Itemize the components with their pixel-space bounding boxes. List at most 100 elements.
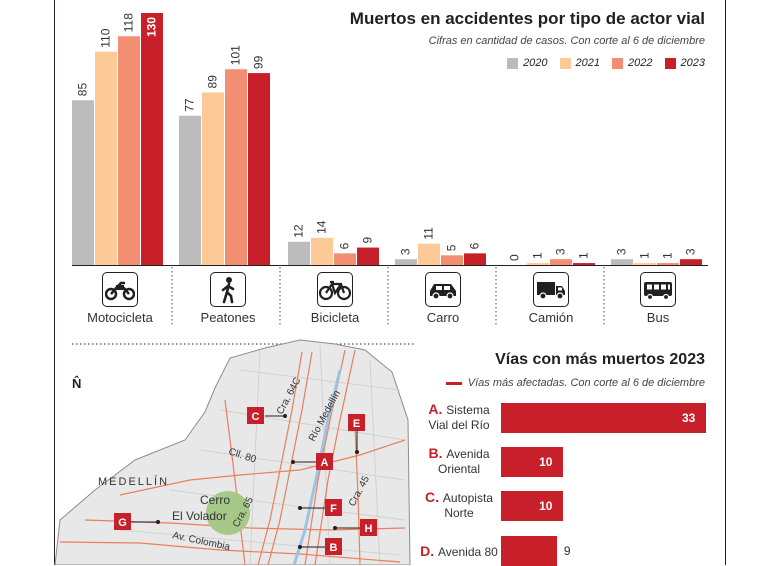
bar-bus-2023 [680, 259, 702, 265]
bar-value-label: 9 [361, 237, 375, 244]
bar-value-label: 1 [577, 252, 591, 259]
bar-value-label: 1 [638, 252, 652, 259]
chart-title: Muertos en accidentes por tipo de actor … [349, 9, 705, 28]
bar-value-label: 89 [206, 75, 220, 89]
road-value-label: 10 [539, 455, 553, 469]
road-bar [501, 491, 564, 521]
road-bar [501, 447, 564, 477]
legend-item-2023: 2023 [664, 57, 705, 69]
car-icon [425, 272, 461, 307]
map-landmark-label-1: Cerro [200, 493, 230, 507]
legend-item-2022: 2022 [612, 57, 653, 69]
road-value-label: 9 [563, 544, 571, 558]
bar-value-label: 0 [508, 254, 522, 261]
bar-peatones-2023 [248, 73, 270, 265]
svg-text:E: E [353, 418, 360, 430]
road-label: C. Autopista Norte [420, 490, 498, 521]
bar-value-label: 3 [684, 248, 698, 255]
bar-value-label: 14 [315, 220, 329, 234]
legend-swatch [559, 57, 571, 69]
road-value-label: 10 [539, 499, 553, 513]
bar-bicicleta-2021 [311, 237, 333, 265]
medellin-map: N̂ MEDELLÍN Cerro El Volador Cra. 64C Rí… [54, 339, 414, 565]
map-marker-h [360, 519, 377, 536]
legend-item-2020: 2020 [507, 57, 548, 69]
svg-text:B: B [330, 542, 338, 554]
road-label: D. Avenida 80 [420, 544, 498, 560]
bar-bicicleta-2020 [288, 241, 310, 265]
bicycle-icon [317, 272, 353, 307]
legend-swatch [507, 57, 519, 69]
bar-value-label: 77 [183, 98, 197, 112]
bar-peatones-2022 [225, 69, 247, 265]
svg-text:C: C [252, 411, 260, 423]
red-line-legend-icon [445, 381, 462, 385]
bar-value-label: 110 [99, 28, 113, 47]
map-marker-a [316, 453, 333, 470]
bar-value-label: 12 [292, 224, 306, 238]
map-marker-g [114, 513, 131, 530]
bar-bus-2020 [611, 259, 633, 265]
bar-carro-2020 [395, 259, 417, 265]
bar-value-label: 101 [229, 45, 243, 65]
map-north-label: N̂ [72, 376, 81, 391]
bar-peatones-2020 [179, 115, 201, 265]
frame-right-line [725, 0, 726, 565]
category-label: Carro [426, 310, 460, 325]
svg-text:G: G [118, 517, 127, 529]
legend-swatch [612, 57, 624, 69]
pedestrian-icon [210, 272, 246, 307]
category-label: Motocicleta [87, 310, 153, 325]
svg-text:A: A [321, 457, 329, 469]
legend-swatch [664, 57, 676, 69]
legend-label: 2023 [680, 57, 705, 69]
road-bar [501, 403, 706, 433]
bar-motocicleta-2022 [118, 36, 140, 266]
road-bar [501, 536, 557, 566]
truck-icon [533, 272, 569, 307]
map-landmark-label-2: El Volador [172, 509, 227, 523]
road-letter: B. [428, 445, 447, 461]
bar-bicicleta-2022 [334, 253, 356, 265]
svg-text:F: F [330, 503, 337, 515]
map-park-area [206, 491, 250, 535]
road-name: Avenida Oriental [437, 447, 490, 476]
bar-bicicleta-2023 [357, 247, 379, 265]
bar-camión-2022 [550, 259, 572, 265]
legend-label: 2020 [523, 57, 548, 69]
category-label: Peatones [200, 310, 256, 325]
bar-carro-2023 [464, 253, 486, 265]
bar-motocicleta-2023 [141, 13, 163, 265]
road-letter: A. [428, 401, 447, 417]
bar-carro-2022 [441, 255, 463, 265]
road-letter: D. [420, 543, 439, 559]
bar-value-label: 3 [554, 248, 568, 255]
map-marker-e [348, 414, 365, 431]
bar-value-label: 1 [661, 252, 675, 259]
map-city-label: MEDELLÍN [98, 475, 169, 488]
road-name: Autopista Norte [442, 491, 493, 520]
category-label: Bus [646, 310, 670, 325]
bar-value-label: 130 [145, 17, 159, 37]
bar-camión-2021 [527, 263, 549, 265]
map-land-area [54, 339, 411, 565]
roads-subtitle-text: Vías más afectadas. Con corte al 6 de di… [467, 377, 705, 389]
road-letter: C. [425, 489, 443, 505]
chart-legend: 2020 2021 2022 2023 [507, 57, 705, 69]
bar-value-label: 6 [338, 242, 352, 249]
bar-carro-2021 [418, 243, 440, 265]
category-label: Camión [528, 310, 574, 325]
bar-value-label: 1 [531, 252, 545, 259]
bar-value-label: 85 [76, 83, 90, 97]
bar-camión-2023 [573, 263, 595, 265]
roads-chart-subtitle: Vías más afectadas. Con corte al 6 de di… [445, 377, 705, 389]
bus-icon [640, 272, 676, 307]
bar-value-label: 11 [422, 227, 436, 240]
bar-bus-2021 [634, 263, 656, 265]
svg-text:H: H [365, 523, 373, 535]
category-label: Bicicleta [310, 310, 360, 325]
legend-item-2021: 2021 [559, 57, 600, 69]
roads-chart-title: Vías con más muertos 2023 [495, 351, 705, 368]
bar-value-label: 99 [252, 55, 266, 69]
